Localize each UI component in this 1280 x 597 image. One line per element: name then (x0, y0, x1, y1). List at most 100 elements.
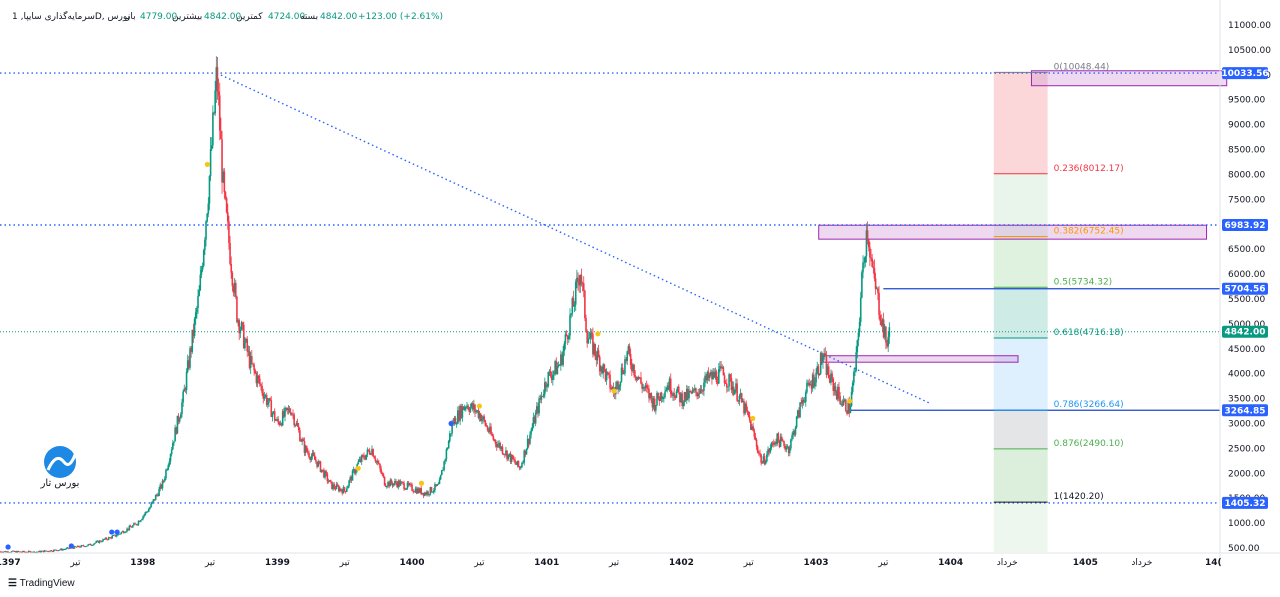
candle-body (389, 479, 392, 487)
candle-body (554, 361, 556, 371)
candle-body (761, 462, 764, 464)
candle-body (760, 454, 762, 463)
candle-body (538, 398, 540, 414)
zone-2 (822, 355, 1019, 363)
candle-body (378, 463, 380, 465)
candle-body (849, 406, 852, 413)
candle-body (0, 551, 2, 553)
candle-body (839, 396, 841, 404)
candle-body (257, 375, 260, 379)
candle-body (358, 459, 361, 462)
candle-body (269, 398, 271, 401)
candle-body (244, 341, 246, 349)
candle-body (6, 551, 8, 553)
price-tick-4: 9000.00 (1228, 121, 1265, 131)
candle-body (698, 393, 701, 395)
candle-body (213, 112, 215, 114)
candle-body (119, 533, 121, 535)
candle-body (214, 90, 216, 114)
candle-body (112, 535, 115, 537)
candle-body (604, 369, 607, 381)
candle-body (562, 350, 564, 365)
candle-body (62, 549, 64, 551)
candle-body (341, 490, 344, 494)
candle-body (875, 288, 878, 290)
candle-body (780, 436, 783, 441)
time-axis[interactable]: 1397 تیر 1398 تیر 1399 تیر 1400 تیر 1401 تیر 1402 ت… (0, 558, 1222, 568)
candle-body (55, 549, 57, 551)
candle-body (727, 386, 729, 388)
fib-band-5 (993, 410, 1048, 449)
time-tick-8: 1401 (534, 558, 559, 568)
candle-body (49, 550, 52, 552)
candle-body (362, 455, 364, 457)
candle-body (716, 382, 719, 384)
candle-body (714, 371, 717, 378)
candle-body (413, 491, 416, 493)
trendline[interactable] (216, 72, 931, 405)
last-price-tag: 4842.00 (1225, 328, 1266, 338)
candle-body (254, 370, 257, 374)
candle-body (122, 531, 125, 534)
candle-body (198, 290, 200, 297)
candle-body (840, 403, 843, 405)
candle-body (459, 405, 461, 421)
candle-body (677, 386, 680, 393)
candle-body (144, 512, 147, 515)
candle-body (735, 383, 737, 390)
candle-body (619, 381, 622, 387)
candle-body (628, 346, 631, 354)
candle-body (64, 549, 67, 550)
candle-body (24, 551, 26, 553)
candle-body (42, 550, 45, 553)
candle-body (885, 326, 887, 343)
candle-body (507, 454, 509, 460)
candle-body (249, 356, 252, 368)
candle-body (476, 410, 479, 412)
candle-body (176, 415, 179, 434)
candle-body (830, 373, 832, 383)
candle-body (519, 467, 522, 469)
candle-body (430, 487, 433, 493)
candle-body (1, 552, 4, 553)
candle-body (720, 366, 722, 368)
candle-body (821, 353, 823, 363)
candle-body (412, 490, 414, 492)
candle-body (674, 396, 677, 398)
candle-body (449, 433, 451, 442)
candle-body (285, 407, 287, 409)
candle-body (578, 282, 580, 286)
candle-body (659, 392, 662, 402)
candle-body (32, 551, 34, 553)
candle-body (423, 492, 426, 496)
candle-body (605, 371, 608, 381)
candle-body (311, 452, 314, 457)
candle-body (715, 371, 718, 383)
time-tick-7: تیر (473, 558, 485, 568)
candle-body (442, 470, 444, 471)
candle-body (241, 322, 244, 325)
candle-body (491, 433, 493, 436)
candle-body (342, 487, 345, 494)
candle-body (671, 394, 673, 396)
candle-body (485, 425, 488, 427)
candle-body (340, 488, 342, 491)
candle-body (421, 492, 424, 495)
candle-body (832, 378, 835, 391)
candle-body (457, 410, 459, 424)
price-tick-13: 4500.00 (1228, 345, 1265, 355)
tradingview-brand[interactable]: ☰ TradingView (8, 578, 75, 589)
candle-body (58, 549, 61, 551)
candle-body (474, 404, 476, 413)
candle-body (255, 373, 258, 384)
candle-body (777, 433, 780, 441)
legend-high-value: 4842.00 (204, 12, 241, 22)
plot-area[interactable] (0, 10, 1220, 553)
candle-body (881, 319, 884, 326)
marker-0 (5, 544, 11, 550)
candle-body (387, 481, 389, 487)
candle-body (300, 441, 302, 442)
candle-body (524, 450, 527, 455)
candle-body (833, 386, 836, 391)
